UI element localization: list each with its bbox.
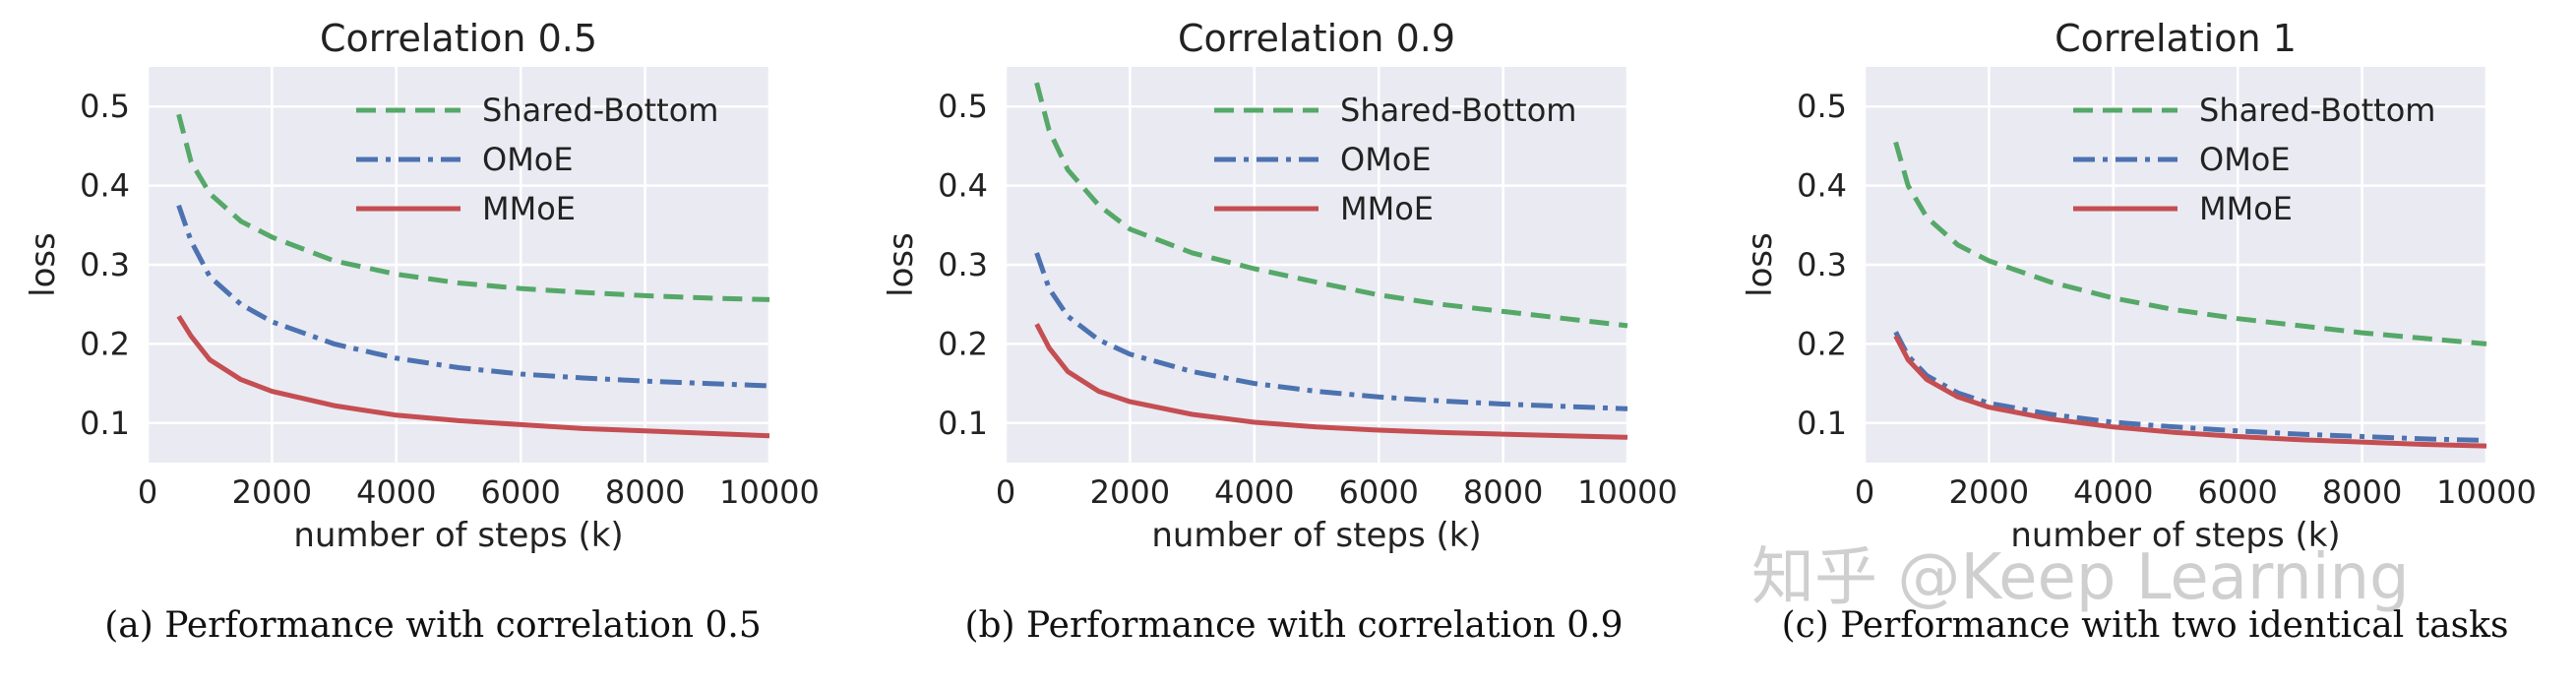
watermark: 知乎 @Keep Learning xyxy=(1751,541,2410,614)
x-tick-label: 0 xyxy=(996,473,1015,511)
y-tick-label: 0.4 xyxy=(938,167,988,205)
legend-label: MMoE xyxy=(2199,190,2293,227)
x-tick-label: 6000 xyxy=(2197,473,2277,511)
series-line-shared-bottom xyxy=(1893,141,2487,346)
y-tick-label: 0.1 xyxy=(1797,405,1847,442)
series-line-mmoe xyxy=(1893,335,2487,449)
chart-panel-2: 0 2000 4000 6000 8000 10000 0.1 0.2 0.3 0.4 0.5 Cor… xyxy=(882,17,1678,555)
legend-label: OMoE xyxy=(1340,141,1432,178)
y-tick-label: 0.2 xyxy=(80,325,130,362)
y-tick-label: 0.2 xyxy=(1797,325,1847,362)
x-tick-label: 4000 xyxy=(2073,473,2153,511)
series-line-omoe xyxy=(176,204,770,389)
series-line-mmoe xyxy=(176,314,770,439)
x-tick-label: 0 xyxy=(138,473,157,511)
y-tick-label: 0.2 xyxy=(938,325,988,362)
legend-label: Shared-Bottom xyxy=(482,92,718,129)
x-axis-label: number of steps (k) xyxy=(2010,516,2340,555)
x-axis-label: number of steps (k) xyxy=(1151,516,1481,555)
legend-label: OMoE xyxy=(2199,141,2291,178)
x-tick-label: 4000 xyxy=(356,473,436,511)
y-tick-label: 0.5 xyxy=(1797,88,1847,125)
series-line-shared-bottom xyxy=(176,113,770,302)
x-tick-label: 8000 xyxy=(2322,473,2402,511)
x-tick-label: 10000 xyxy=(1577,473,1678,511)
y-axis-label: loss xyxy=(1741,232,1780,297)
x-tick-label: 10000 xyxy=(2436,473,2537,511)
x-tick-label: 4000 xyxy=(1214,473,1294,511)
y-tick-label: 0.5 xyxy=(80,88,130,125)
x-tick-label: 6000 xyxy=(480,473,560,511)
series-line-shared-bottom xyxy=(1034,82,1628,329)
x-tick-label: 0 xyxy=(1855,473,1874,511)
x-tick-label: 8000 xyxy=(605,473,685,511)
x-tick-label: 2000 xyxy=(1949,473,2029,511)
y-axis-label: loss xyxy=(24,232,63,297)
chart-panel-1: 0 2000 4000 6000 8000 10000 0.1 0.2 0.3 0.4 0.5 Cor… xyxy=(24,17,820,555)
caption-a: (a) Performance with correlation 0.5 xyxy=(104,605,762,646)
chart-title: Correlation 0.9 xyxy=(1178,17,1455,60)
chart-title: Correlation 0.5 xyxy=(320,17,597,60)
x-tick-label: 6000 xyxy=(1338,473,1418,511)
caption-b: (b) Performance with correlation 0.9 xyxy=(964,605,1624,646)
caption-c: (c) Performance with two identical tasks xyxy=(1781,605,2509,646)
y-tick-label: 0.3 xyxy=(1797,246,1847,283)
series-line-omoe xyxy=(1034,252,1628,411)
series-line-omoe xyxy=(1893,331,2487,443)
chart-title: Correlation 1 xyxy=(2055,17,2297,60)
legend-label: MMoE xyxy=(482,190,576,227)
y-tick-label: 0.3 xyxy=(938,246,988,283)
y-tick-label: 0.4 xyxy=(80,167,130,205)
legend-label: Shared-Bottom xyxy=(1340,92,1576,129)
x-tick-label: 10000 xyxy=(719,473,820,511)
y-tick-label: 0.4 xyxy=(1797,167,1847,205)
y-tick-label: 0.3 xyxy=(80,246,130,283)
legend-label: Shared-Bottom xyxy=(2199,92,2435,129)
legend-label: MMoE xyxy=(1340,190,1434,227)
x-tick-label: 2000 xyxy=(232,473,312,511)
y-axis-label: loss xyxy=(882,232,921,297)
y-tick-label: 0.5 xyxy=(938,88,988,125)
x-axis-label: number of steps (k) xyxy=(293,516,623,555)
x-tick-label: 8000 xyxy=(1463,473,1543,511)
y-tick-label: 0.1 xyxy=(80,405,130,442)
series-line-mmoe xyxy=(1034,323,1628,440)
y-tick-label: 0.1 xyxy=(938,405,988,442)
x-tick-label: 2000 xyxy=(1090,473,1170,511)
chart-panel-3: 0 2000 4000 6000 8000 10000 0.1 0.2 0.3 0.4 0.5 Cor… xyxy=(1741,17,2537,555)
legend-label: OMoE xyxy=(482,141,574,178)
